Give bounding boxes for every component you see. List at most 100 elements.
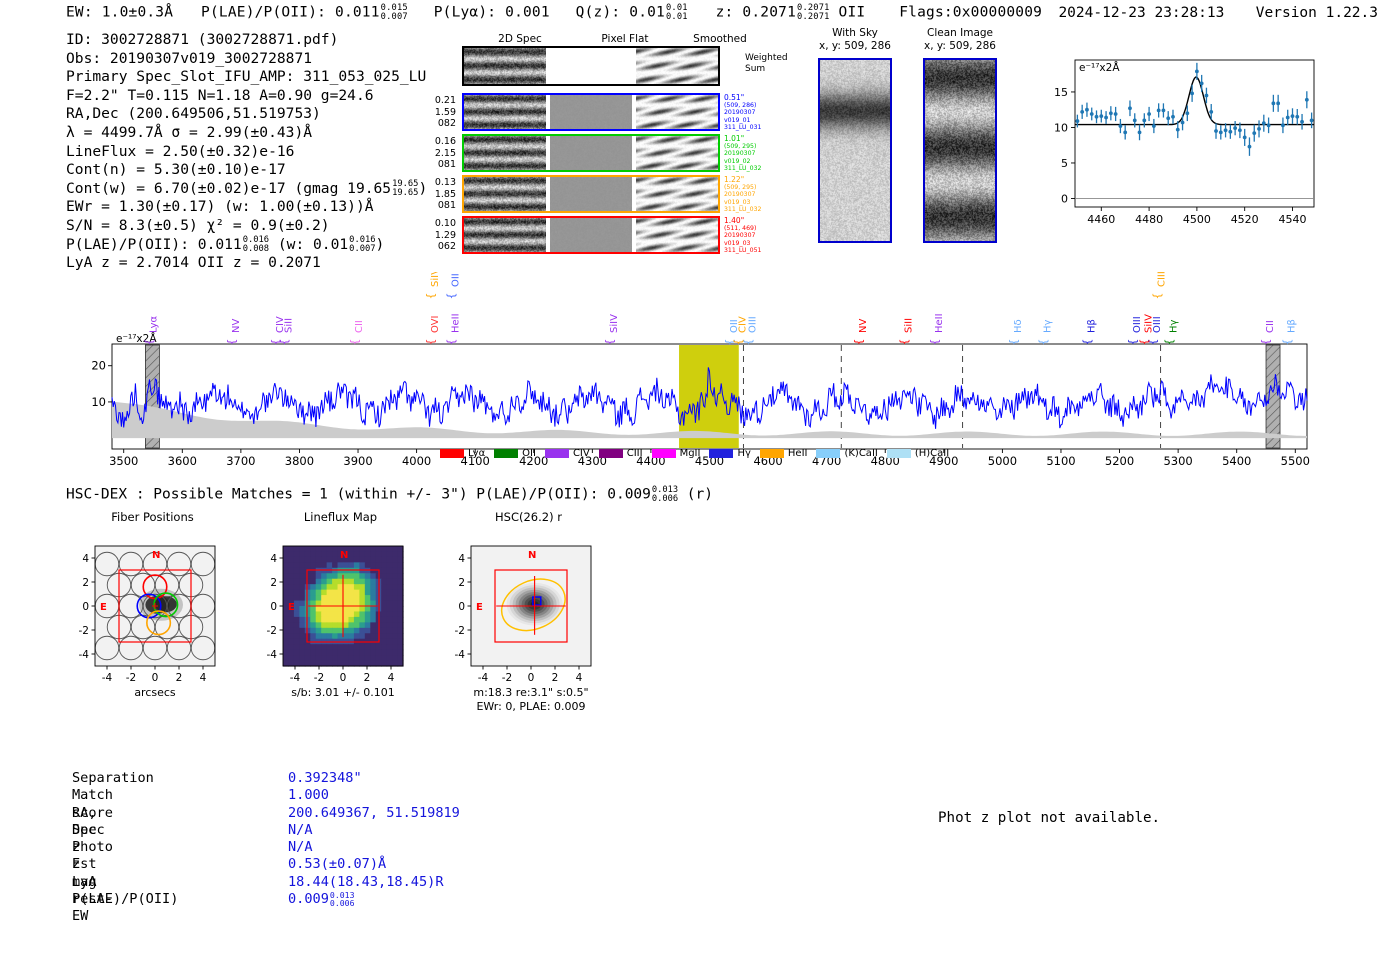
spec2d-row-stat: 0.10 [434, 218, 456, 229]
header-plae-lo: 0.007 [380, 11, 408, 22]
spec2d-row-meta-line: v019_02 [724, 157, 751, 165]
spectrum-xtick: 3600 [168, 454, 197, 467]
info-cont-w: Cont(w) = 6.70(±0.02)e-17 (gmag 19.65 19.… [66, 180, 427, 199]
info-params: F=2.2" T=0.115 N=1.18 A=0.90 g=24.6 [66, 86, 374, 104]
cutout-title: Clean Image [926, 27, 994, 39]
spec2d-row-meta-line: 1.22" [724, 175, 745, 184]
compass-north-label: N [528, 550, 536, 561]
table-row-value-text: 18.44(18.43,18.45)R [288, 873, 444, 890]
legend-item: HeII [759, 448, 807, 459]
spectrum-line-bracket: { [348, 339, 361, 346]
spec2d-row-stats: 0.21 1.59 082 [410, 95, 456, 130]
spec2d-col-title-pixelflat: Pixel Flat [601, 33, 649, 45]
spectrum-xtick: 4400 [636, 454, 665, 467]
header-summary-line: EW: 1.0±0.3Å P(LAE)/P(OII): 0.011 0.015 0.… [66, 4, 1042, 21]
hsc-panel-ytick: 0 [270, 601, 277, 613]
hsc-panel-caption: EWr: 0, PLAE: 0.009 [476, 700, 586, 713]
zoom-plot-ytick: 0 [1061, 192, 1068, 205]
table-row-key: Separation [72, 770, 154, 786]
spectrum-line-label: Lyα [148, 315, 159, 333]
zoom-plot-xtick: 4540 [1278, 213, 1306, 226]
header-plae-label: P(LAE)/P(OII): [201, 4, 327, 21]
zoom-plot-xtick: 4460 [1087, 213, 1115, 226]
spec2d-row-meta-line: (509, 286) [724, 101, 757, 109]
header-z-type: OII [838, 4, 866, 21]
spec2d-row-stat: 062 [437, 241, 456, 252]
legend-label: Hγ [737, 447, 751, 459]
zoom-line-plot-svg: 4460 4480 4500 4520 4540 0 5 10 15 [1054, 59, 1315, 226]
spectrum-line-label: Hγ [1168, 319, 1179, 333]
spec2d-row-stat: 0.16 [434, 136, 456, 147]
spec2d-row-meta: 1.01" (509, 295) 20190307 v019_02 311_LU_032 [724, 135, 784, 173]
spectrum-line-bracket: { [278, 339, 291, 346]
spec2d-row-stat: 0.13 [434, 177, 456, 188]
spec2d-row [462, 175, 720, 213]
cutout-panel-group: With Sky x, y: 509, 286 Clean Image x, y: 5… [805, 27, 1025, 252]
spectrum-line-label: SiIV [430, 272, 441, 287]
header-version: Version 1.22.3 [1255, 5, 1378, 21]
hsc-panel-xtick: 4 [388, 672, 395, 684]
hsc-panel-ytick: 0 [82, 601, 89, 613]
spectrum-line-bracket: { [225, 339, 238, 346]
spec2d-row-meta-line: 1.40" [724, 216, 745, 225]
object-info-block: ID: 3002728871 (3002728871.pdf) Obs: 201… [66, 31, 427, 273]
table-row-value: N/A [288, 839, 313, 856]
compass-north-label: N [152, 550, 160, 561]
table-row-key: Est LyA rest-EW [72, 856, 113, 925]
cutout-subtitle: x, y: 509, 286 [819, 40, 891, 52]
spectrum-xtick: 3900 [343, 454, 372, 467]
info-plae: P(LAE)/P(OII): 0.011 0.016 0.008 (w: 0.01 0… [66, 235, 427, 255]
zoom-plot-xtick: 4480 [1135, 213, 1163, 226]
spec2d-cell [464, 48, 546, 84]
legend-item: CIII [598, 447, 643, 459]
table-row-value: 1.000 [288, 787, 329, 804]
spectrum-line-label: CII [1265, 320, 1276, 333]
header-plya: P(Lyα): 0.001 [433, 4, 550, 21]
info-cont-w-post: ) [418, 179, 428, 197]
spec2d-row [462, 93, 720, 131]
spectrum-xtick: 4000 [402, 454, 431, 467]
spec2d-col-title-2dspec: 2D Spec [498, 33, 542, 45]
spec2d-row [462, 216, 720, 254]
zoom-plot-ytick: 15 [1054, 86, 1068, 99]
spectrum-line-bracket: { [742, 339, 755, 346]
legend-swatch [494, 448, 519, 458]
spec2d-col-title-smoothed: Smoothed [693, 33, 747, 45]
spectrum-xtick: 5500 [1281, 454, 1310, 467]
info-id: ID: 3002728871 (3002728871.pdf) [66, 31, 339, 48]
cutout-title: With Sky [832, 27, 878, 39]
spectrum-line-label: SiII [284, 318, 295, 333]
hsc-header-hi: 0.013 [651, 485, 679, 495]
spec2d-row-stats: 0.10 1.29 062 [410, 218, 456, 253]
spec2d-row-stat: 0.21 [434, 95, 456, 106]
spectrum-line-bracket: { [897, 339, 910, 346]
spectrum-xtick: 5300 [1163, 454, 1192, 467]
hsc-panel-xtick: -4 [478, 672, 489, 684]
hsc-panel-xtick: 0 [528, 672, 535, 684]
spectrum-line-label: HeII [451, 313, 462, 333]
photoz-note: Phot z plot not available. [938, 810, 1161, 826]
hsc-panel-lineflux-map: N E -4 -4 -2 -2 0 0 2 2 4 4 [267, 545, 404, 684]
info-obs: Obs: 20190307v019_3002728871 [66, 49, 313, 67]
legend-label: Lyα [468, 447, 486, 459]
header-qz-hi: 0.01 [666, 3, 688, 13]
hsc-panel-ytick: -4 [267, 649, 278, 661]
spectrum-line-bracket: { [445, 339, 458, 346]
info-plae-post: ) [375, 235, 385, 253]
spectrum-line-bracket: { [1007, 339, 1020, 346]
spectrum-line-bracket: { [603, 339, 616, 346]
table-row-value-hi: 0.013 [329, 890, 355, 901]
spectrum-line-label: Hβ [1287, 319, 1298, 333]
spectrum-line-label: OVI [430, 316, 441, 334]
table-row-key: Match score [72, 787, 113, 821]
spectrum-ytick: 10 [91, 395, 106, 409]
table-row-value-text: 200.649367, 51.519819 [288, 804, 460, 821]
hsc-panel-caption: s/b: 3.01 +/- 0.101 [291, 686, 395, 699]
spec2d-row-meta-line: v019_01 [724, 116, 751, 124]
spectrum-line-bracket: { [852, 339, 865, 346]
legend-swatch [598, 448, 623, 458]
header-qz-lo: 0.01 [666, 11, 688, 22]
spectrum-xtick: 3700 [226, 454, 255, 467]
info-plae-text: P(LAE)/P(OII): 0.011 [66, 235, 242, 253]
legend-label: CIII [626, 447, 643, 459]
